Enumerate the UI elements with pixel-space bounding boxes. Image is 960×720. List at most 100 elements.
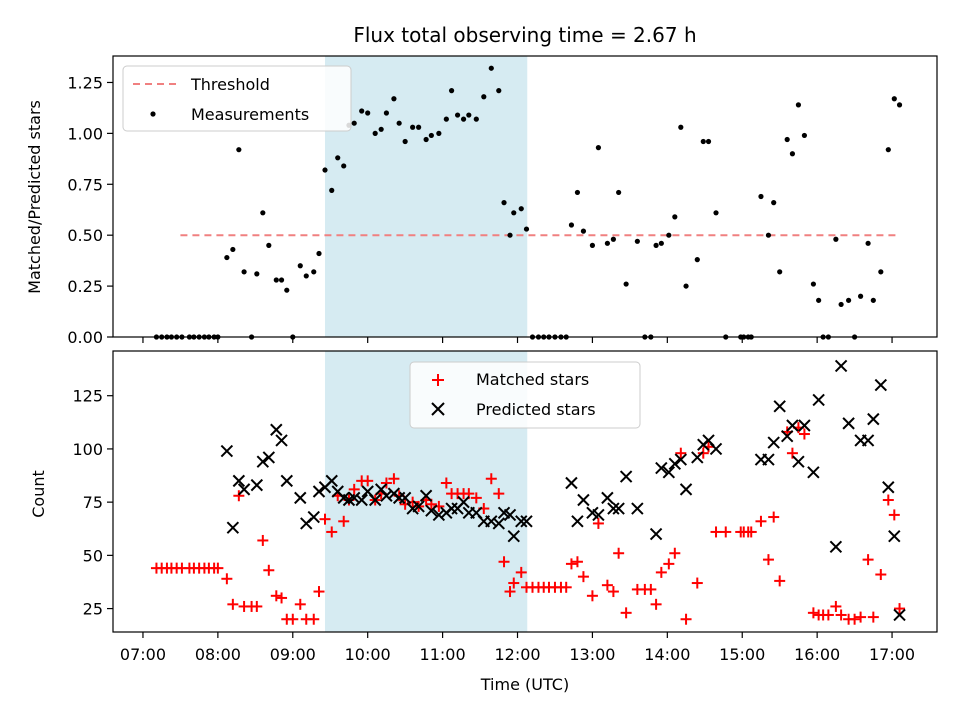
matched-point bbox=[440, 477, 452, 489]
y-tick-label: 1.00 bbox=[67, 124, 103, 143]
measurement-point bbox=[816, 297, 822, 303]
matched-point bbox=[663, 558, 675, 570]
measurement-point bbox=[568, 222, 575, 228]
legend-matched-label: Matched stars bbox=[476, 370, 589, 389]
matched-point bbox=[485, 473, 497, 485]
measurement-point bbox=[473, 116, 479, 122]
predicted-point bbox=[419, 489, 433, 502]
matched-point bbox=[675, 447, 687, 459]
predicted-point bbox=[220, 444, 234, 458]
matched-point bbox=[380, 477, 392, 489]
y-tick-label: 100 bbox=[72, 440, 103, 459]
predicted-point bbox=[798, 419, 811, 432]
matched-point bbox=[326, 526, 338, 538]
x-tick-label: 07:00 bbox=[120, 645, 166, 664]
matched-point bbox=[560, 581, 572, 593]
x-tick-label: 08:00 bbox=[195, 645, 241, 664]
measurement-point bbox=[383, 110, 390, 116]
matched-point bbox=[227, 598, 239, 610]
measurement-point bbox=[351, 120, 357, 126]
predicted-point bbox=[237, 483, 251, 496]
matched-point bbox=[388, 473, 400, 485]
bottom-axes: 25 50 75 100 125 07:00 08:00 09:00 10:00 11:00 12… bbox=[29, 350, 938, 694]
matched-point bbox=[251, 600, 263, 612]
matched-point bbox=[287, 613, 299, 625]
observing-window-shade bbox=[324, 56, 528, 337]
measurement-point bbox=[230, 246, 236, 253]
measurement-point bbox=[666, 232, 672, 238]
matched-point bbox=[680, 613, 692, 625]
measurement-point bbox=[857, 293, 864, 299]
matched-point bbox=[607, 586, 619, 598]
matched-point bbox=[613, 547, 625, 559]
chart-title: Flux total observing time = 2.67 h bbox=[353, 23, 696, 47]
measurement-point bbox=[896, 102, 903, 108]
predicted-point bbox=[762, 453, 775, 466]
measurement-point bbox=[481, 94, 487, 100]
measurement-point bbox=[789, 151, 796, 157]
predicted-point bbox=[607, 502, 620, 515]
measurement-point bbox=[273, 277, 279, 283]
predicted-point bbox=[485, 515, 498, 528]
measurement-point bbox=[341, 163, 347, 169]
bottom-y-axis-label: Count bbox=[29, 470, 48, 518]
predicted-point bbox=[425, 504, 438, 517]
matched-point bbox=[276, 592, 288, 604]
matched-point bbox=[233, 490, 245, 502]
y-tick-label: 75 bbox=[83, 493, 103, 512]
measurement-point bbox=[224, 254, 230, 261]
measurement-point bbox=[329, 187, 335, 193]
top-axes: 0.00 0.25 0.50 0.75 1.00 1.25 Matched/Predict… bbox=[25, 55, 938, 347]
predicted-point bbox=[577, 493, 590, 507]
y-tick-label: 0.50 bbox=[67, 226, 103, 245]
matched-point bbox=[308, 613, 320, 625]
matched-point bbox=[875, 569, 887, 581]
matched-point bbox=[470, 492, 482, 504]
x-tick-label: 17:00 bbox=[869, 645, 915, 664]
matched-point bbox=[348, 483, 360, 495]
measurement-point bbox=[378, 126, 384, 132]
matched-point bbox=[620, 607, 632, 619]
measurement-point bbox=[335, 155, 341, 161]
legend-measurements-swatch bbox=[150, 111, 156, 117]
predicted-point bbox=[829, 540, 843, 554]
predicted-point bbox=[398, 491, 412, 505]
predicted-point bbox=[294, 491, 307, 505]
measurement-point bbox=[870, 297, 876, 303]
predicted-point bbox=[709, 442, 723, 456]
legend-predicted-label: Predicted stars bbox=[476, 400, 596, 419]
x-tick-label: 16:00 bbox=[794, 645, 840, 664]
x-tick-label: 10:00 bbox=[345, 645, 391, 664]
measurement-point bbox=[436, 130, 442, 136]
matched-point bbox=[294, 598, 306, 610]
predicted-point bbox=[312, 485, 326, 498]
legend-predicted-swatch bbox=[431, 402, 445, 416]
predicted-point bbox=[893, 608, 906, 622]
measurement-point bbox=[777, 269, 783, 275]
predicted-point bbox=[792, 455, 805, 468]
measurement-point bbox=[784, 136, 790, 143]
measurement-point bbox=[604, 240, 611, 246]
matched-point bbox=[862, 554, 874, 566]
predicted-point bbox=[834, 359, 848, 373]
predicted-point bbox=[503, 508, 517, 522]
predicted-point bbox=[691, 451, 704, 464]
top-y-axis-label: Matched/Predicted stars bbox=[25, 100, 44, 294]
matched-point bbox=[807, 607, 819, 619]
matched-point bbox=[755, 515, 767, 527]
measurement-point bbox=[846, 297, 852, 303]
measurement-point bbox=[316, 250, 322, 257]
bottom-legend: Matched stars Predicted stars bbox=[409, 361, 641, 429]
measurement-point bbox=[616, 189, 622, 196]
measurement-point bbox=[623, 281, 629, 287]
matched-point bbox=[270, 590, 282, 602]
matched-point bbox=[338, 515, 350, 527]
matched-point bbox=[691, 577, 703, 589]
predicted-point bbox=[250, 478, 264, 492]
measurement-point bbox=[771, 200, 777, 206]
measurement-point bbox=[765, 232, 772, 238]
matched-point bbox=[745, 526, 757, 538]
measurement-point bbox=[322, 167, 328, 173]
measurement-point bbox=[610, 236, 616, 242]
matched-point bbox=[849, 613, 861, 625]
